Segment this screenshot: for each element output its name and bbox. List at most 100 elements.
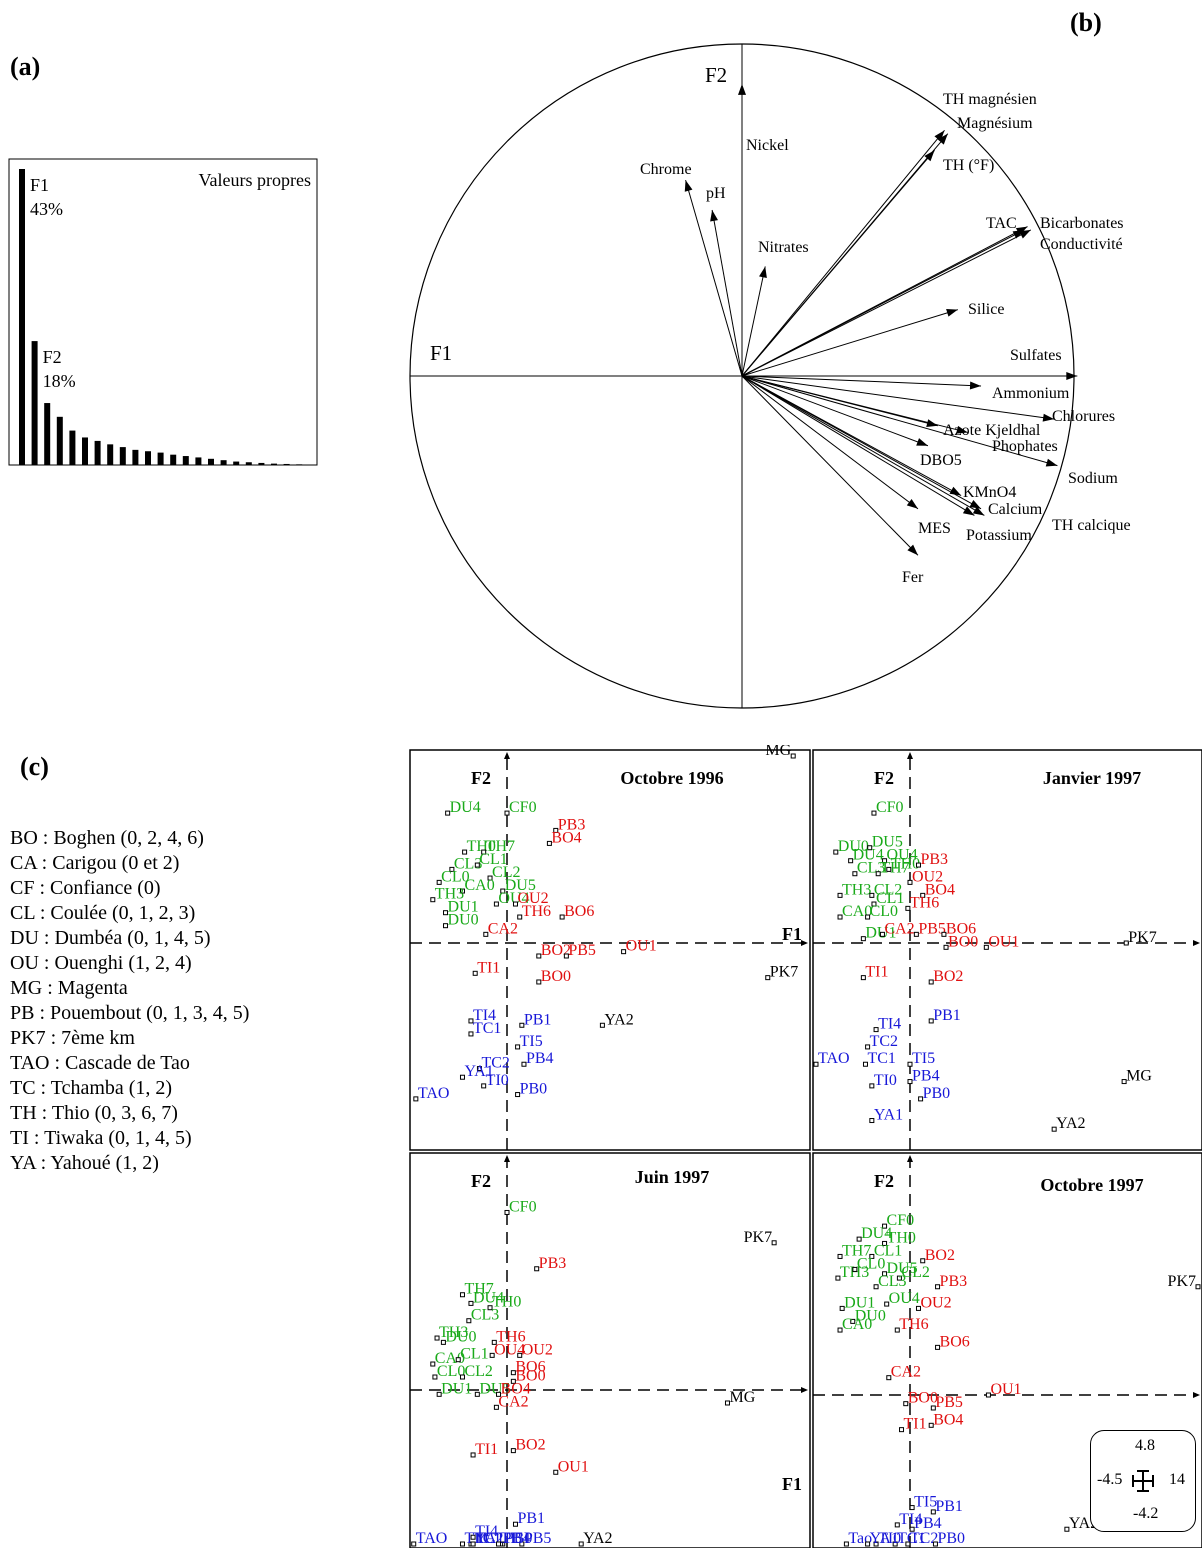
point-label: TI5 xyxy=(912,1050,935,1067)
panel-frame xyxy=(812,1152,1202,1548)
vector-label: Fer xyxy=(902,569,924,586)
point-marker xyxy=(517,1352,523,1358)
legend-item: BO : Boghen (0, 2, 4, 6) xyxy=(10,827,204,849)
point-label: OU4 xyxy=(498,890,529,907)
point-marker xyxy=(510,1370,516,1376)
axis-f2-arrow xyxy=(504,1155,510,1162)
point-label: TH6 xyxy=(496,1328,525,1345)
vector-label: TH calcique xyxy=(1052,517,1131,534)
point-label: OU1 xyxy=(988,933,1019,950)
vector-arrowhead xyxy=(710,210,719,222)
point-label: PB0 xyxy=(937,1530,965,1547)
panel-label-b: (b) xyxy=(1070,8,1102,37)
point-marker xyxy=(882,1240,888,1246)
eigenvalue-bar xyxy=(157,452,164,465)
point-label: BO0 xyxy=(515,1367,545,1384)
scale-box: 4.8 -4.5 14 -4.2 xyxy=(1090,1430,1196,1532)
point-label: CL3 xyxy=(878,1273,906,1290)
point-marker xyxy=(515,1092,521,1098)
eigenvalue-bar xyxy=(195,457,202,465)
point-marker xyxy=(943,944,949,950)
point-label: OU2 xyxy=(522,1341,553,1358)
point-label: DU4 xyxy=(450,799,481,816)
point-label: TI0 xyxy=(464,1530,487,1547)
point-label: BO6 xyxy=(515,1359,545,1376)
eigenvalue-bar xyxy=(31,341,38,465)
point-marker xyxy=(909,1526,915,1532)
scale-left: -4.5 xyxy=(1097,1471,1123,1488)
point-label: OU4 xyxy=(889,1290,920,1307)
bar-label-percent: 43% xyxy=(30,199,63,219)
point-marker xyxy=(920,1258,926,1264)
point-marker xyxy=(860,936,866,942)
point-label: TH7 xyxy=(464,1281,493,1298)
point-marker xyxy=(481,1083,487,1089)
point-label: TH0 xyxy=(492,1294,521,1311)
point-marker xyxy=(1051,1126,1057,1132)
eigenvalue-bar xyxy=(119,447,126,465)
point-label: PB4 xyxy=(914,1515,942,1532)
vector-line xyxy=(741,375,982,510)
legend-item: TI : Tiwaka (0, 1, 4, 5) xyxy=(10,1127,192,1149)
point-marker xyxy=(884,1301,890,1307)
panel-title: Juin 1997 xyxy=(635,1167,710,1187)
point-marker xyxy=(459,1541,465,1547)
point-label: DU5 xyxy=(505,877,536,894)
point-marker xyxy=(886,866,892,872)
point-label: TI0 xyxy=(878,1530,901,1547)
point-label: CL0 xyxy=(437,1363,465,1380)
point-marker xyxy=(512,901,518,907)
point-label: TI4 xyxy=(475,1523,498,1540)
point-label: DU1 xyxy=(441,1380,472,1397)
correlation-circle-chart: F1 F2 Nickel Chrome pH Nitrates TH magnésien Ma… xyxy=(409,43,1131,709)
point-label: BO2 xyxy=(515,1437,545,1454)
point-label: PB1 xyxy=(935,1498,963,1515)
point-marker xyxy=(771,1240,777,1246)
axis-label-f2: F2 xyxy=(874,1171,894,1191)
vector-line xyxy=(741,375,985,516)
point-marker xyxy=(833,849,839,855)
panel-title: Octobre 1996 xyxy=(620,768,723,788)
vector-label: Sulfates xyxy=(1010,347,1062,364)
point-marker xyxy=(873,1541,879,1547)
vector-line xyxy=(741,130,945,377)
point-marker xyxy=(430,1361,436,1367)
point-label: DU0 xyxy=(855,1307,886,1324)
vector-label: Silice xyxy=(968,301,1004,318)
axis-f2-arrow xyxy=(504,752,510,759)
panel-frame xyxy=(409,1152,811,1548)
point-label: OU1 xyxy=(558,1458,589,1475)
vector-label: Ammonium xyxy=(992,385,1070,402)
eigenvalue-bar xyxy=(258,462,265,465)
point-label: TH7 xyxy=(880,860,909,877)
vector-label: Sodium xyxy=(1068,470,1118,487)
point-marker xyxy=(563,953,569,959)
point-label: PB3 xyxy=(558,816,586,833)
vector-label: DBO5 xyxy=(920,452,962,469)
point-marker xyxy=(521,1061,527,1067)
vector-label: Calcium xyxy=(988,501,1043,518)
point-marker xyxy=(1123,940,1129,946)
point-marker xyxy=(899,1427,905,1433)
point-label: CA0 xyxy=(842,1316,872,1333)
axis-f1-arrow xyxy=(1193,940,1200,946)
point-label: DU1 xyxy=(844,1294,875,1311)
point-marker xyxy=(500,888,506,894)
point-marker xyxy=(869,1083,875,1089)
point-label: PB3 xyxy=(539,1255,567,1272)
point-label: PB1 xyxy=(933,1007,961,1024)
vector-arrowhead xyxy=(934,130,945,142)
point-label: CL2 xyxy=(901,1264,929,1281)
point-marker xyxy=(896,1275,902,1281)
point-label: PB0 xyxy=(505,1530,533,1547)
vector-arrowhead xyxy=(916,438,928,446)
vector-label: Nickel xyxy=(746,137,789,154)
point-label: PK7 xyxy=(744,1229,772,1246)
point-marker xyxy=(621,949,627,955)
point-label: BO6 xyxy=(564,903,594,920)
point-marker xyxy=(907,1079,913,1085)
legend-item: CF : Confiance (0) xyxy=(10,877,161,899)
point-marker xyxy=(462,849,468,855)
point-marker xyxy=(835,1275,841,1281)
